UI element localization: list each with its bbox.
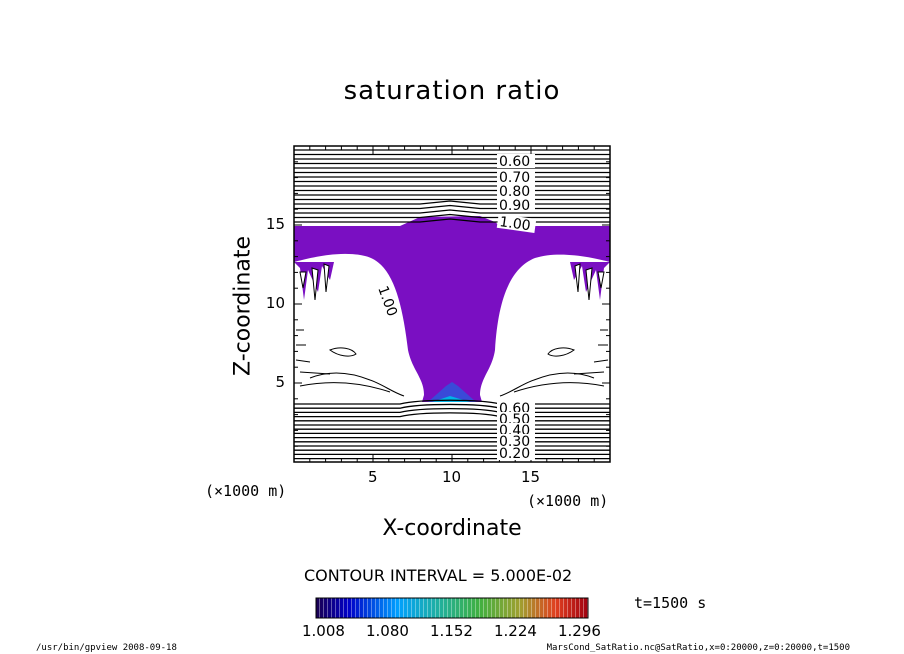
plot-area xyxy=(294,149,610,460)
contour-value-label: 0.90 xyxy=(499,198,530,214)
y-tick-label: 15 xyxy=(265,215,285,233)
y-axis-label: Z-coordinate xyxy=(230,236,256,376)
footer-source: MarsCond_SatRatio.nc@SatRatio,x=0:20000,… xyxy=(546,643,850,653)
x-axis-label: X-coordinate xyxy=(382,516,522,541)
contour-value-label: 0.60 xyxy=(499,154,530,170)
colorbar xyxy=(315,597,589,619)
mid-contour-lines xyxy=(295,329,609,397)
contour-value-label: 0.70 xyxy=(499,170,530,186)
supersaturated-region xyxy=(294,216,610,402)
x-tick-label: 15 xyxy=(521,468,541,486)
x-unit-label: (×1000 m) xyxy=(527,492,609,510)
z-unit-label: (×1000 m) xyxy=(205,482,287,500)
x-tick-label: 10 xyxy=(442,468,462,486)
colorbar-tick-label: 1.008 xyxy=(302,622,345,640)
colorbar-tick-label: 1.152 xyxy=(430,622,473,640)
axis-ticks xyxy=(294,146,610,462)
chart-title: saturation ratio xyxy=(343,76,561,106)
contour-labels: 0.600.700.800.901.000.600.500.400.300.20… xyxy=(374,154,537,462)
contour-value-label: 0.80 xyxy=(499,184,530,200)
contour-value-label: 1.00 xyxy=(498,214,531,234)
y-tick-label: 5 xyxy=(275,373,285,391)
core-region xyxy=(428,382,476,402)
colorbar-tick-label: 1.296 xyxy=(558,622,601,640)
contour-interval-label: CONTOUR INTERVAL = 5.000E-02 xyxy=(304,566,573,585)
y-tick-label: 10 xyxy=(265,294,285,312)
lower-contour-lines xyxy=(294,399,610,460)
colorbar-tick-label: 1.224 xyxy=(494,622,537,640)
upper-contour-lines xyxy=(294,149,610,223)
x-tick-label: 5 xyxy=(368,468,378,486)
footer-program: /usr/bin/gpview 2008-09-18 xyxy=(36,643,177,653)
time-label: t=1500 s xyxy=(634,594,707,612)
contour-value-label: 0.20 xyxy=(499,446,530,462)
colorbar-tick-label: 1.080 xyxy=(366,622,409,640)
